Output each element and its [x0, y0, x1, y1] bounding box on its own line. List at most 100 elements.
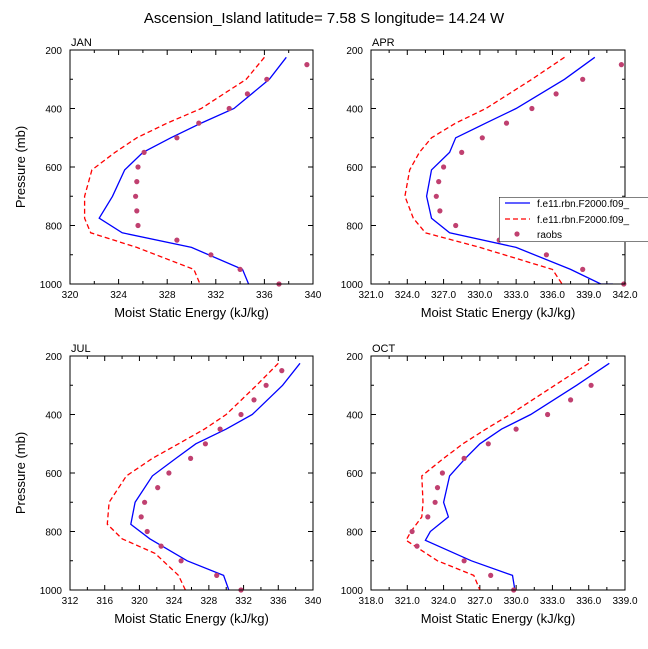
raobs-point [543, 252, 550, 258]
x-tick-label: 328 [159, 290, 176, 301]
x-tick-label: 328 [201, 596, 218, 607]
series-line-model-1 [130, 362, 301, 590]
x-tick-label: 324 [166, 596, 183, 607]
plot-frame [69, 355, 314, 591]
x-tick-label: 336 [256, 290, 273, 301]
panel-jul: JUL 312 316 320 324 328 332 336 340 200 400 600 800 1… [13, 343, 322, 626]
y-tick-label: 600 [45, 469, 62, 480]
y-axis-label: Pressure (mb) [13, 432, 28, 514]
x-tick-label: 332 [235, 596, 252, 607]
y-tick-label: 200 [346, 46, 363, 57]
panel-label: JUL [71, 343, 91, 355]
raobs-point [238, 411, 244, 418]
x-tick-label: 324.0 [395, 290, 420, 301]
legend-swatch-raobs [514, 231, 520, 237]
y-tick-label: 800 [45, 528, 62, 539]
raobs-point [513, 426, 519, 432]
raobs-point [453, 222, 459, 229]
legend-label-model-2: f.e11.rbn.F2000.f09_ [537, 215, 630, 226]
raobs-point [188, 455, 194, 461]
raobs-point [436, 179, 442, 185]
y-tick-label: 800 [45, 222, 62, 233]
x-tick-label: 330.0 [467, 290, 492, 301]
plot-frame [370, 355, 626, 591]
raobs-point [174, 237, 180, 243]
raobs-point [588, 382, 594, 388]
raobs-point [434, 485, 441, 491]
y-tick-label: 600 [346, 163, 363, 174]
y-tick-label: 400 [346, 105, 363, 116]
x-axis-label: Moist Static Energy (kJ/kg) [114, 611, 269, 626]
raobs-point [580, 266, 586, 272]
y-tick-label: 1000 [341, 586, 364, 597]
x-axis-label: Moist Static Energy (kJ/kg) [114, 305, 269, 320]
raobs-point [568, 397, 574, 403]
x-tick-label: 321.0 [395, 596, 420, 607]
raobs-point [202, 441, 208, 447]
y-tick-label: 400 [45, 105, 62, 116]
y-tick-label: 800 [346, 528, 363, 539]
x-tick-label: 320 [62, 290, 79, 301]
y-tick-label: 800 [346, 222, 363, 233]
y-tick-label: 400 [45, 411, 62, 422]
x-tick-label: 312 [62, 596, 79, 607]
raobs-point [264, 76, 270, 82]
series-line-model-2 [404, 56, 565, 284]
x-tick-label: 333.0 [504, 290, 529, 301]
y-tick-label: 1000 [40, 586, 63, 597]
raobs-point [545, 411, 551, 418]
raobs-point [304, 62, 310, 68]
raobs-point [133, 193, 139, 199]
raobs-point [414, 543, 420, 549]
panel-label: JAN [71, 37, 92, 49]
plot-frame [69, 49, 314, 285]
plot-area [404, 56, 613, 284]
x-tick-label: 327.0 [431, 290, 456, 301]
raobs-point [196, 120, 202, 126]
x-axis-label: Moist Static Energy (kJ/kg) [421, 611, 576, 626]
raobs-point [432, 499, 438, 505]
plot-area [405, 362, 610, 590]
raobs-point [217, 426, 223, 432]
y-tick-label: 600 [45, 163, 62, 174]
raobs-point [553, 91, 559, 97]
x-tick-label: 327.0 [467, 596, 492, 607]
raobs-point [459, 149, 465, 155]
x-tick-label: 332 [207, 290, 224, 301]
raobs-point [134, 208, 140, 214]
plot-frame [370, 49, 626, 285]
panel-label: APR [372, 37, 395, 49]
raobs-point [461, 558, 467, 564]
raobs-point [461, 455, 467, 461]
raobs-point [214, 572, 220, 579]
raobs-point [279, 368, 285, 374]
raobs-point [135, 222, 141, 229]
series-line-model-1 [424, 362, 610, 590]
raobs-point [479, 135, 485, 141]
x-axis-label: Moist Static Energy (kJ/kg) [421, 305, 576, 320]
raobs-point [425, 514, 431, 520]
x-tick-label: 318.0 [358, 596, 383, 607]
plot-area [106, 362, 301, 590]
series-line-model-2 [83, 56, 265, 284]
raobs-point [263, 382, 269, 388]
raobs-point [485, 441, 491, 447]
raobs-point [251, 397, 257, 403]
raobs-point [439, 470, 445, 476]
legend-label-raobs: raobs [537, 230, 562, 241]
raobs-point [441, 164, 447, 170]
raobs-point [178, 558, 184, 564]
raobs-point [488, 572, 494, 579]
raobs-point [155, 485, 161, 491]
raobs-point [142, 499, 148, 505]
panel-label: OCT [372, 343, 396, 355]
raobs-point [503, 120, 510, 126]
series-line-model-2 [106, 362, 279, 590]
y-tick-label: 1000 [341, 280, 364, 291]
x-tick-label: 340 [305, 596, 322, 607]
raobs-point [138, 514, 144, 520]
raobs-point [529, 105, 535, 112]
x-tick-label: 339.0 [612, 596, 637, 607]
x-tick-label: 320 [131, 596, 148, 607]
